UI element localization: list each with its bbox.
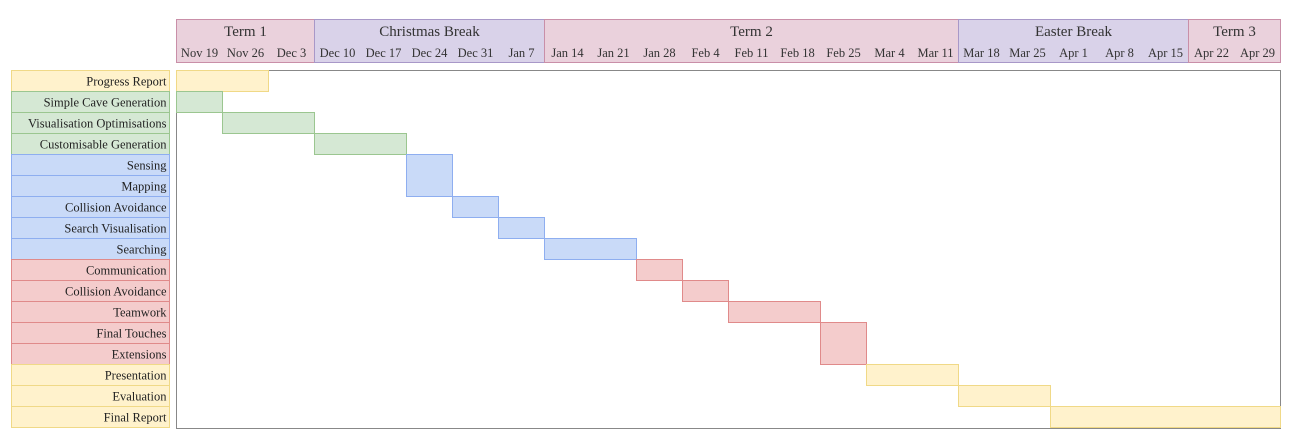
task-label: Search Visualisation <box>64 222 167 236</box>
task-label: Mapping <box>121 180 167 194</box>
week-label: Feb 11 <box>735 46 769 60</box>
task-label-cell <box>11 406 170 428</box>
week-label: Mar 11 <box>918 46 954 60</box>
task-bar <box>176 91 223 113</box>
task-bar <box>682 280 729 302</box>
week-label: Nov 26 <box>227 46 264 60</box>
task-label: Evaluation <box>112 390 167 404</box>
task-label: Final Report <box>104 411 167 425</box>
task-bar <box>866 364 959 386</box>
week-label: Feb 25 <box>826 46 860 60</box>
period-cell <box>1188 19 1281 63</box>
week-label: Nov 19 <box>181 46 218 60</box>
task-bar <box>452 196 499 218</box>
period-label: Christmas Break <box>379 24 480 40</box>
period-cell <box>176 19 315 63</box>
task-label: Progress Report <box>86 75 167 89</box>
task-bar <box>544 238 637 260</box>
week-label: Apr 15 <box>1148 46 1183 60</box>
task-label: Customisable Generation <box>40 138 167 152</box>
week-label: Jan 7 <box>508 46 534 60</box>
week-label: Mar 18 <box>963 46 999 60</box>
week-header: Nov 19 Nov 26 Dec 3 Dec 10 Dec 17 Dec 24 Dec 3… <box>181 46 1275 60</box>
period-label: Term 2 <box>730 24 773 40</box>
week-label: Feb 4 <box>691 46 720 60</box>
week-label: Mar 4 <box>874 46 905 60</box>
week-label: Apr 1 <box>1059 46 1088 60</box>
task-label: Sensing <box>127 159 167 173</box>
period-cell <box>958 19 1189 63</box>
week-label: Dec 31 <box>458 46 494 60</box>
task-bar <box>498 217 545 239</box>
task-label: Collision Avoidance <box>65 201 167 215</box>
week-label: Mar 25 <box>1009 46 1045 60</box>
task-bar <box>728 301 821 323</box>
task-bar <box>222 112 315 134</box>
task-label: Simple Cave Generation <box>44 96 168 110</box>
week-label: Jan 28 <box>643 46 675 60</box>
week-label: Dec 10 <box>320 46 356 60</box>
chart-area-border <box>176 70 1281 429</box>
period-label: Easter Break <box>1035 24 1113 40</box>
period-cell <box>314 19 545 63</box>
task-bar <box>176 70 269 92</box>
week-label: Jan 21 <box>597 46 629 60</box>
task-bar <box>406 154 453 197</box>
task-label: Collision Avoidance <box>65 285 167 299</box>
task-label: Teamwork <box>113 306 167 320</box>
week-label: Apr 22 <box>1194 46 1229 60</box>
task-label: Searching <box>117 243 168 257</box>
week-label: Jan 14 <box>551 46 584 60</box>
task-bar <box>820 322 867 365</box>
period-header: Term 1 Christmas Break Term 2 Easter Break T… <box>176 19 1281 63</box>
task-bar <box>1050 406 1281 428</box>
task-label: Final Touches <box>96 327 166 341</box>
task-bar <box>636 259 683 281</box>
task-label: Visualisation Optimisations <box>28 117 167 131</box>
task-label: Extensions <box>112 348 167 362</box>
week-label: Dec 3 <box>277 46 307 60</box>
task-bars <box>176 70 1281 428</box>
period-label: Term 3 <box>1213 24 1256 40</box>
week-label: Feb 18 <box>780 46 814 60</box>
week-label: Apr 8 <box>1105 46 1134 60</box>
task-label: Communication <box>86 264 167 278</box>
task-label: Presentation <box>105 369 168 383</box>
period-label: Term 1 <box>224 24 267 40</box>
week-label: Dec 17 <box>366 46 402 60</box>
task-label-column: Progress Report Simple Cave Generation Vis… <box>11 70 170 428</box>
week-label: Apr 29 <box>1240 46 1275 60</box>
task-bar <box>314 133 407 155</box>
task-bar <box>958 385 1051 407</box>
period-cell <box>544 19 959 63</box>
week-label: Dec 24 <box>412 46 448 60</box>
